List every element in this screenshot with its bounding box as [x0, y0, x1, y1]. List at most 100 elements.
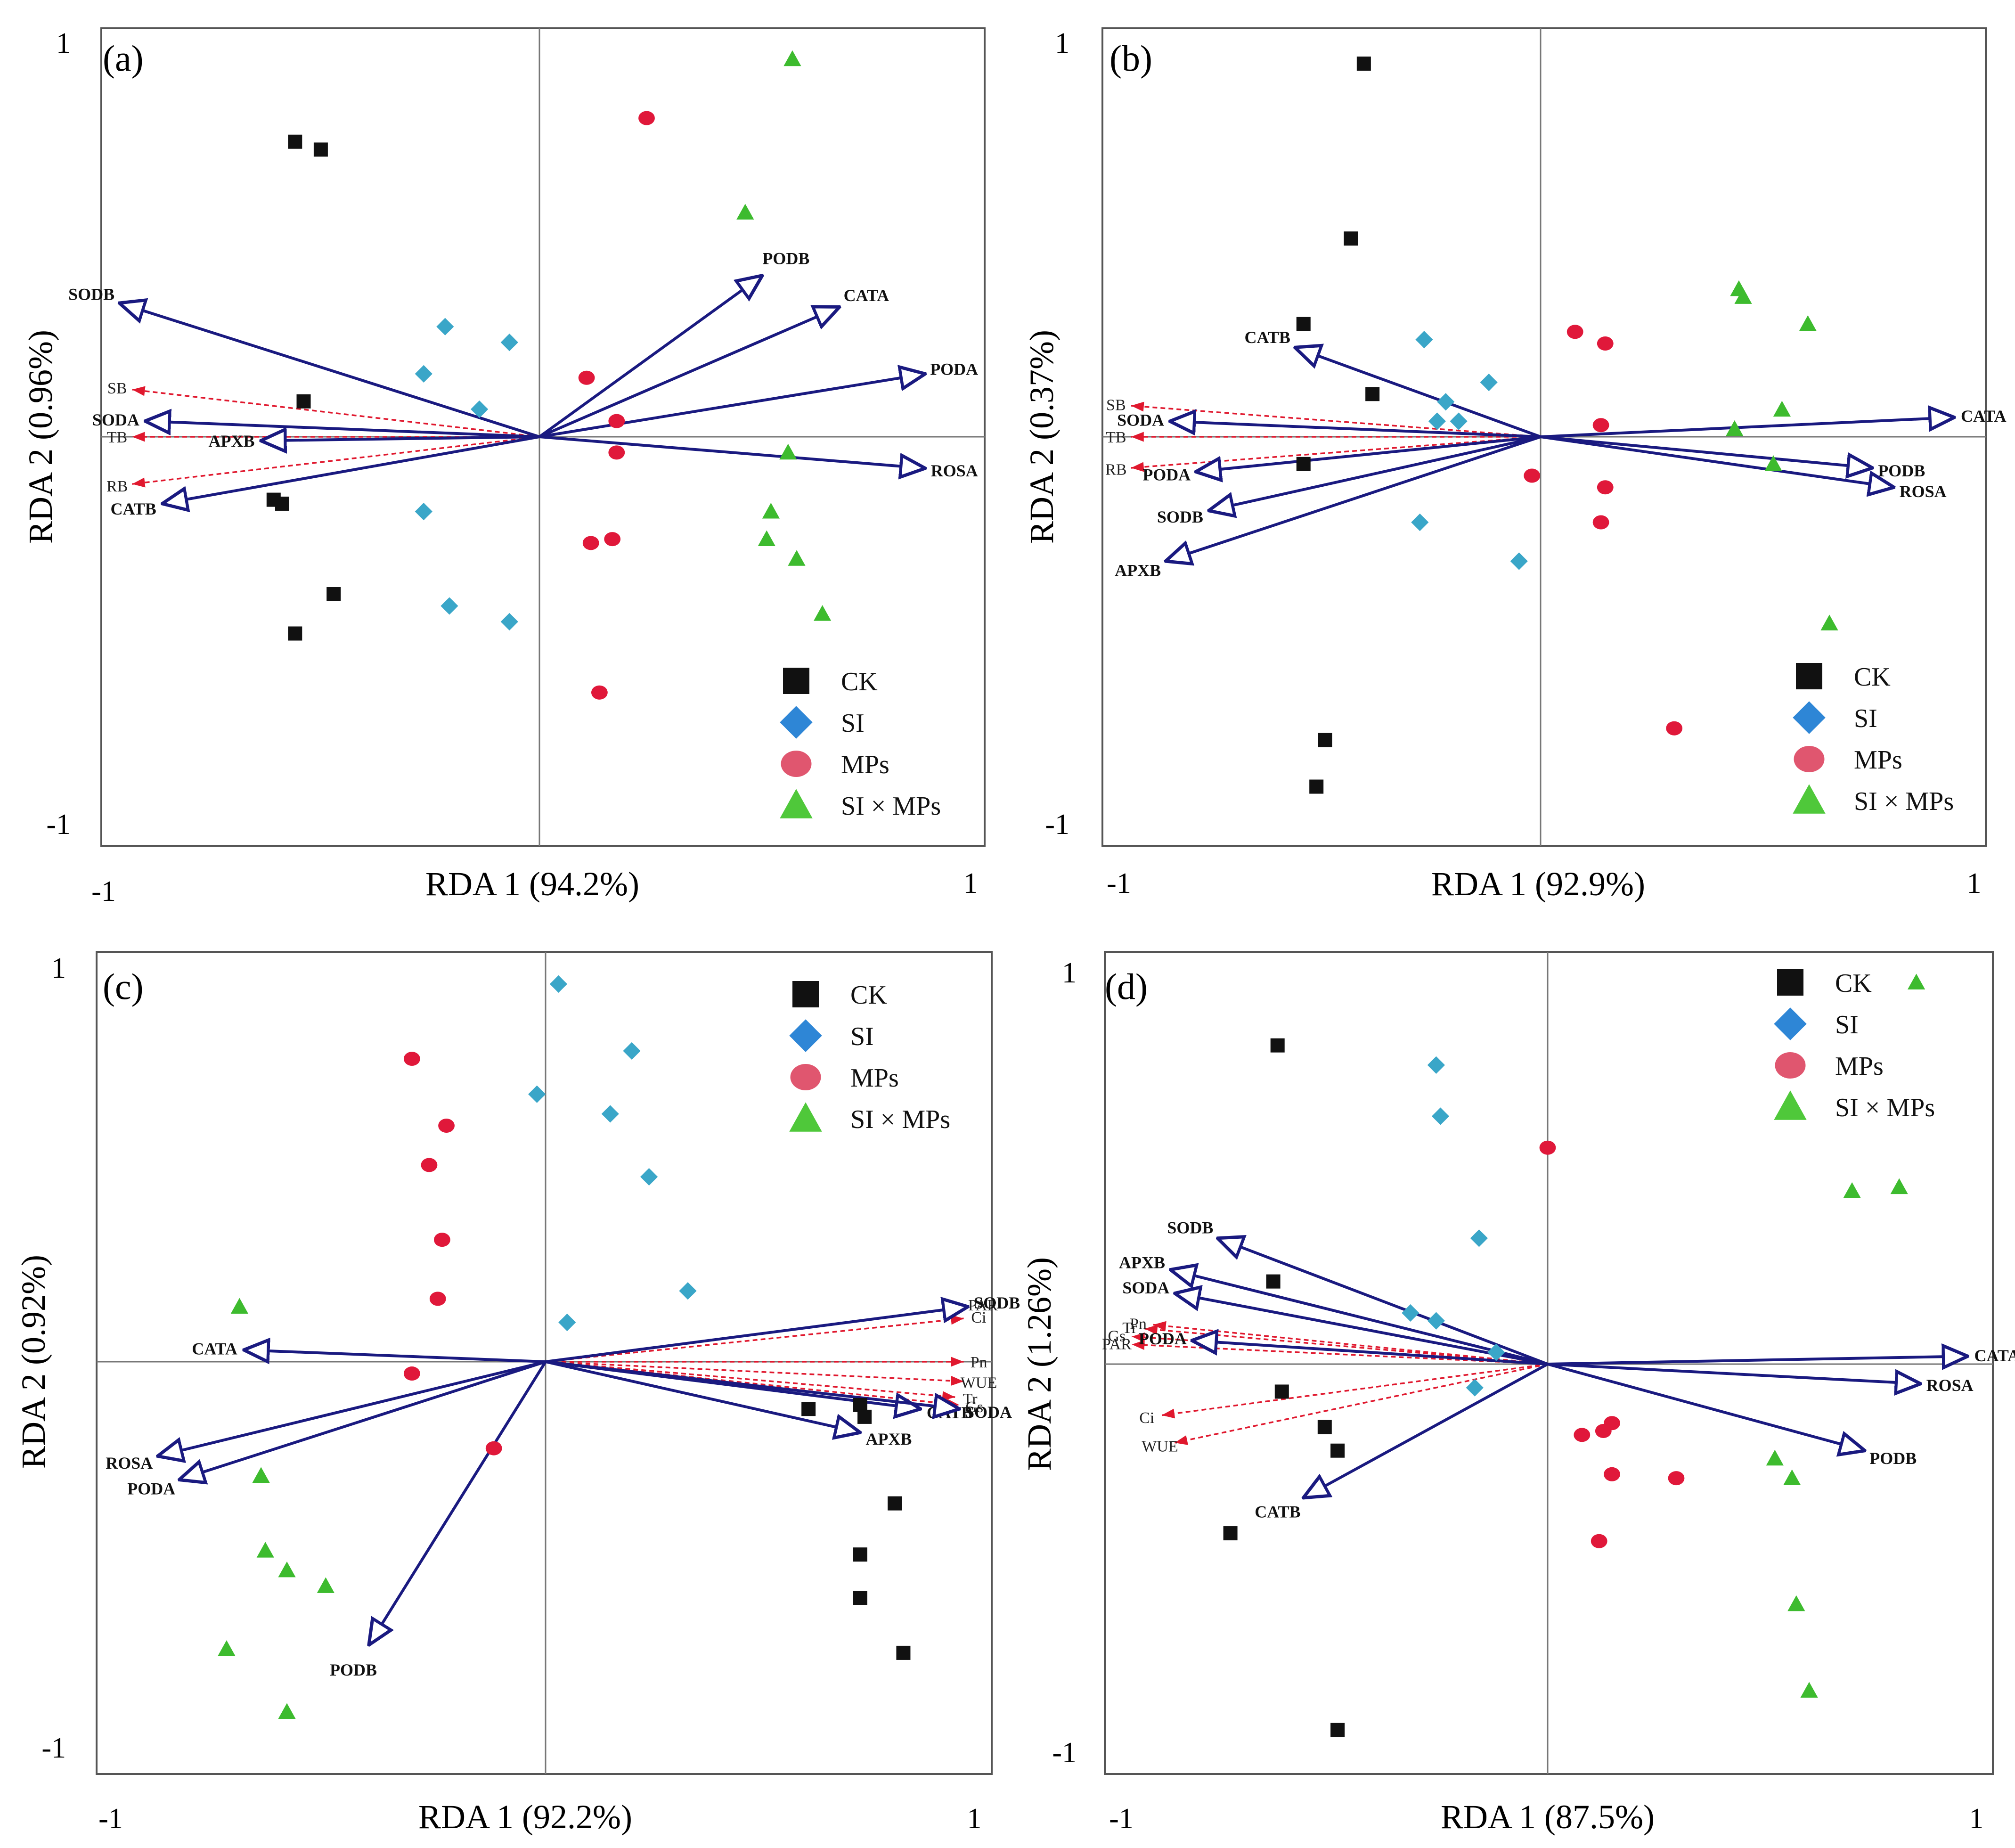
panel-a-point-si-mps-6	[788, 550, 806, 566]
panel-c-point-si-7	[558, 1313, 576, 1332]
panel-b-explanatory-label-sb: SB	[1106, 397, 1126, 414]
panel-d-response-vector-apxb	[1170, 1270, 1548, 1366]
panel-b: (b) 1 -1 -1 1 RDA 1 (92.9%) RDA 2 (0.37%…	[1023, 27, 2007, 903]
panel-d-ytick-bottom: -1	[1052, 1737, 1077, 1769]
panel-b-point-si-5	[1480, 373, 1498, 392]
panel-d-explanatory-label-wue: WUE	[1142, 1438, 1178, 1456]
panel-c-explanatory-label-ci: Ci	[971, 1309, 986, 1326]
panel-b-response-label-poda: PODA	[1142, 466, 1191, 484]
panel-c-point-si-5	[640, 1168, 658, 1186]
panel-d-point-mps-3	[1595, 1423, 1612, 1438]
panel-b-label: (b)	[1109, 38, 1152, 79]
panel-c-response-label-podb: PODB	[330, 1660, 377, 1679]
panel-c-point-mps-1	[403, 1052, 420, 1066]
panel-c-point-mps-5	[429, 1292, 446, 1306]
panel-d-response-vector-rosa	[1547, 1363, 1921, 1384]
panel-d-legend-marker-si	[1774, 1007, 1807, 1040]
panel-d-response-label-rosa: ROSA	[1926, 1376, 1974, 1395]
panel-d-response-vector-cata	[1547, 1356, 1968, 1364]
panel-a-legend-marker-si-mps	[780, 789, 813, 818]
panel-a-response-vector-soda	[145, 421, 540, 438]
panel-d-point-ck-1	[1270, 1038, 1285, 1053]
panel-a-point-si-mps-5	[758, 530, 775, 546]
panel-a-point-si-mps-4	[762, 503, 780, 519]
panel-d-point-si-mps-4	[1766, 1449, 1784, 1466]
panel-a-response-label-soda: SODA	[92, 410, 139, 429]
panel-b-point-mps-6	[1592, 515, 1609, 530]
panel-a-legend-label-si-mps: SI × MPs	[841, 792, 941, 821]
panel-a-xtick-left: -1	[91, 875, 116, 908]
panel-d: (d) 1 -1 -1 1 RDA 1 (87.5%) RDA 2 (1.26%…	[1020, 951, 2015, 1836]
panel-c-response-label-rosa: ROSA	[106, 1454, 153, 1472]
panel-b-xtick-right: 1	[1967, 867, 1982, 899]
panel-c-explanatory-label-wue: WUE	[961, 1374, 997, 1391]
panel-b-explanatory-vector-rb	[1131, 436, 1541, 472]
panel-b-response-vector-catb	[1295, 347, 1542, 438]
panel-c-point-si-mps-5	[317, 1577, 334, 1593]
panel-c-point-si-mps-1	[230, 1298, 248, 1314]
panel-a-point-mps-7	[591, 685, 608, 700]
panel-c-response-label-poda: PODA	[127, 1480, 175, 1498]
panel-d-response-label-apxb: APXB	[1119, 1253, 1165, 1272]
panel-c-legend-marker-si	[789, 1019, 822, 1052]
panel-d-legend-marker-si-mps	[1774, 1090, 1807, 1120]
panel-c-point-mps-4	[434, 1233, 450, 1247]
panel-c-ytick-bottom: -1	[41, 1732, 66, 1764]
panel-d-point-ck-6	[1223, 1526, 1238, 1541]
panel-b-ytick-top: 1	[1055, 27, 1069, 59]
panel-b-point-si-mps-4	[1773, 401, 1791, 417]
panel-c-point-ck-2	[853, 1398, 867, 1412]
panel-c-point-si-mps-7	[278, 1703, 296, 1719]
panel-c-point-mps-3	[421, 1158, 438, 1172]
panel-c-explanatory-label-tr: Tr	[963, 1390, 978, 1408]
panel-c-explanatory-vector-tr	[545, 1361, 955, 1401]
panel-c-legend-label-ck: CK	[850, 981, 887, 1010]
panel-a-point-si-2	[500, 334, 518, 352]
panel-a-response-label-cata: CATA	[844, 286, 889, 305]
panel-d-ytick-top: 1	[1062, 957, 1077, 989]
panel-a-explanatory-label-sb: SB	[107, 380, 127, 397]
panel-d-legend-label-si-mps: SI × MPs	[1835, 1093, 1935, 1122]
panel-a-legend: CK SI MPs SI × MPs	[780, 667, 941, 821]
panel-c-response-vector-podb	[369, 1361, 547, 1645]
panel-a-label: (a)	[103, 38, 144, 79]
panel-b-point-si-2	[1437, 393, 1455, 411]
panel-d-points	[1223, 973, 1925, 1737]
panel-d-legend: CK SI MPs SI × MPs	[1774, 969, 1935, 1122]
panel-a-response-vector-apxb	[261, 437, 540, 441]
panel-b-point-ck-7	[1309, 779, 1324, 794]
panel-d-legend-label-si: SI	[1835, 1010, 1859, 1039]
panel-a-explanatory-label-rb: RB	[106, 478, 128, 495]
panel-c-legend-marker-ck	[792, 981, 819, 1007]
panel-b-point-mps-2	[1597, 336, 1614, 351]
panel-d-explanatory-vector-wue	[1174, 1363, 1548, 1445]
panel-a-point-mps-1	[638, 111, 655, 125]
panel-a-point-mps-3	[608, 414, 625, 428]
panel-c-legend-label-si: SI	[850, 1022, 874, 1051]
panel-d-explanatory-vector-pn	[1153, 1321, 1548, 1365]
panel-d-response-label-cata: CATA	[1974, 1346, 2015, 1365]
panel-a-legend-label-si: SI	[841, 709, 865, 738]
panel-c-point-ck-1	[801, 1402, 816, 1416]
panel-b-legend-marker-mps	[1794, 746, 1825, 772]
panel-b-response-vector-podb	[1540, 435, 1873, 468]
panel-c-point-si-1	[549, 975, 568, 993]
panel-b-explanatory-vectors: SB TB RB	[1105, 397, 1541, 478]
panel-c-legend-marker-mps	[790, 1064, 821, 1090]
panel-a-point-ck-2	[313, 142, 328, 157]
panel-c-response-label-cata: CATA	[192, 1340, 237, 1358]
panel-b-legend-marker-si	[1793, 701, 1826, 734]
panel-b-legend-label-mps: MPs	[1854, 745, 1902, 775]
panel-a-legend-marker-ck	[783, 668, 809, 694]
panel-b-response-label-soda: SODA	[1117, 410, 1164, 429]
panel-a-response-label-poda: PODA	[930, 360, 978, 378]
panel-a-response-label-apxb: APXB	[209, 432, 255, 450]
panel-d-legend-marker-mps	[1775, 1052, 1806, 1079]
panel-a-point-ck-3	[296, 394, 311, 409]
panel-d-point-si-2	[1431, 1107, 1450, 1125]
panel-d-response-vector-soda	[1175, 1293, 1548, 1366]
panel-a-point-si-mps-1	[783, 50, 801, 66]
panel-b-response-vector-cata	[1540, 417, 1954, 438]
panel-b-point-si-mps-7	[1820, 614, 1838, 630]
